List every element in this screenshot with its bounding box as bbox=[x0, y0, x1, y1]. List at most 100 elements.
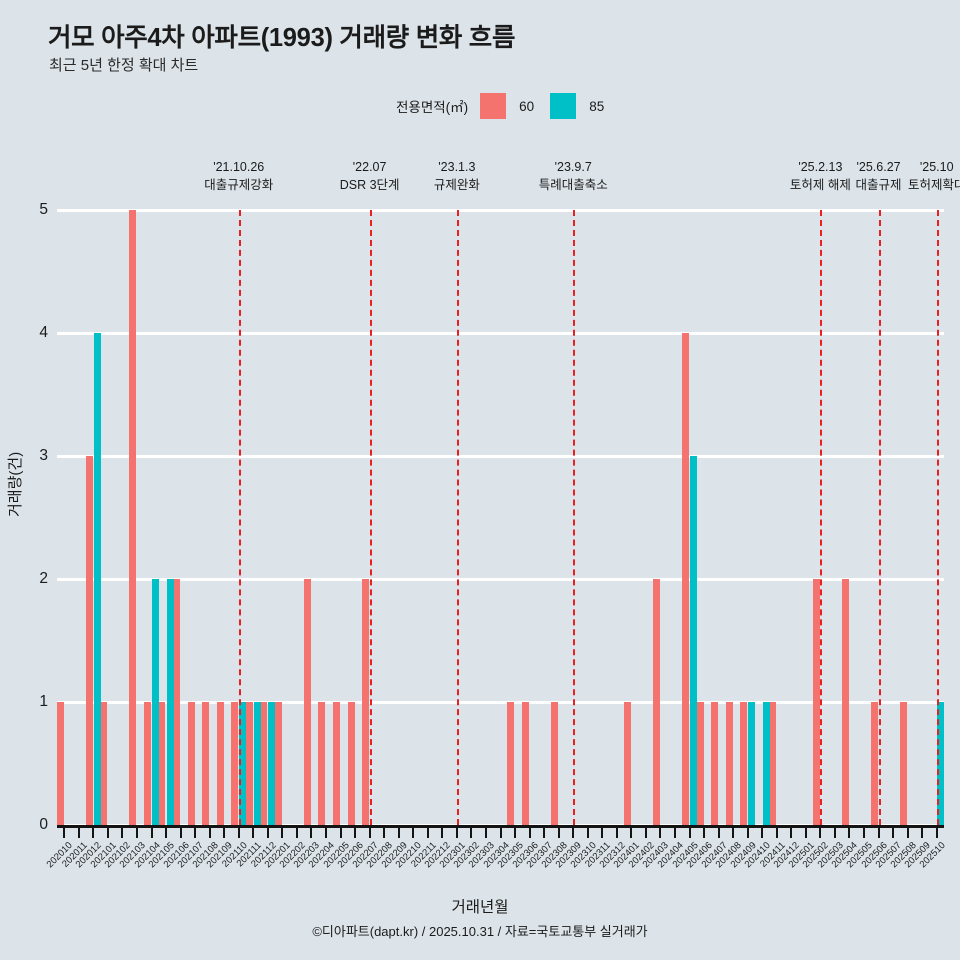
event-label-202309: '23.9.7 특례대출축소 bbox=[503, 158, 643, 194]
bar-60-202105[interactable] bbox=[158, 702, 166, 825]
x-tick bbox=[310, 825, 313, 838]
x-tick bbox=[717, 825, 720, 838]
x-tick bbox=[470, 825, 473, 838]
bar-60-202406[interactable] bbox=[696, 702, 704, 825]
bar-60-202502[interactable] bbox=[812, 579, 820, 825]
legend-label-85: 85 bbox=[589, 98, 605, 114]
gridline bbox=[57, 700, 944, 704]
x-tick bbox=[339, 825, 342, 838]
bar-60-202401[interactable] bbox=[623, 702, 631, 825]
event-line-202301 bbox=[456, 210, 459, 825]
bar-60-202108[interactable] bbox=[202, 702, 210, 825]
bar-60-202405[interactable] bbox=[681, 333, 689, 825]
bar-85-202012[interactable] bbox=[93, 333, 101, 825]
event-label-202301: '23.1.3 규제완화 bbox=[387, 158, 527, 194]
bar-60-202103[interactable] bbox=[129, 210, 137, 825]
bar-85-202409[interactable] bbox=[748, 702, 756, 825]
x-tick bbox=[426, 825, 429, 838]
bar-60-202107[interactable] bbox=[187, 702, 195, 825]
x-tick bbox=[833, 825, 836, 838]
x-tick bbox=[892, 825, 895, 838]
bar-60-202101[interactable] bbox=[100, 702, 108, 825]
x-tick bbox=[906, 825, 909, 838]
bar-60-202508[interactable] bbox=[900, 702, 908, 825]
bar-85-202112[interactable] bbox=[268, 702, 276, 825]
bar-85-202110[interactable] bbox=[239, 702, 247, 825]
bar-60-202201[interactable] bbox=[274, 702, 282, 825]
x-tick bbox=[455, 825, 458, 838]
x-tick bbox=[106, 825, 109, 838]
x-tick bbox=[935, 825, 938, 838]
event-label-202510: '25.10 토허제확대 bbox=[867, 158, 960, 194]
bar-60-202111[interactable] bbox=[245, 702, 253, 825]
event-text: DSR 3단계 bbox=[339, 178, 400, 193]
bar-60-202306[interactable] bbox=[522, 702, 530, 825]
bar-60-202409[interactable] bbox=[740, 702, 748, 825]
x-tick bbox=[499, 825, 502, 838]
x-tick bbox=[514, 825, 517, 838]
bar-60-202205[interactable] bbox=[332, 702, 340, 825]
x-tick bbox=[383, 825, 386, 838]
bar-60-202407[interactable] bbox=[711, 702, 719, 825]
x-tick bbox=[644, 825, 647, 838]
bar-85-202111[interactable] bbox=[253, 702, 261, 825]
bar-60-202204[interactable] bbox=[318, 702, 326, 825]
event-date: '23.9.7 bbox=[554, 160, 592, 174]
bar-60-202104[interactable] bbox=[143, 702, 151, 825]
x-tick bbox=[121, 825, 124, 838]
x-tick bbox=[325, 825, 327, 838]
event-date: '22.07 bbox=[352, 160, 387, 174]
x-tick bbox=[208, 825, 211, 838]
bar-60-202408[interactable] bbox=[725, 702, 733, 825]
bar-85-202105[interactable] bbox=[166, 579, 174, 825]
x-tick bbox=[223, 825, 226, 838]
bar-60-202206[interactable] bbox=[347, 702, 355, 825]
x-tick bbox=[150, 825, 153, 838]
bar-60-202109[interactable] bbox=[216, 702, 224, 825]
bar-85-202104[interactable] bbox=[152, 579, 160, 825]
bar-60-202308[interactable] bbox=[551, 702, 559, 825]
x-tick bbox=[804, 825, 807, 838]
bar-60-202305[interactable] bbox=[507, 702, 515, 825]
x-tick bbox=[863, 825, 866, 838]
event-text: 대출규제 bbox=[855, 178, 902, 193]
event-text: 규제완화 bbox=[433, 178, 480, 193]
event-line-202309 bbox=[573, 210, 576, 825]
y-axis-tick-labels: 0 1 2 3 4 5 bbox=[0, 201, 48, 833]
bar-60-202203[interactable] bbox=[303, 579, 311, 825]
bar-85-202510[interactable] bbox=[937, 702, 945, 825]
x-tick bbox=[354, 825, 357, 838]
bar-60-202411[interactable] bbox=[769, 702, 777, 825]
event-line-202506 bbox=[878, 210, 881, 825]
x-tick bbox=[848, 825, 851, 838]
legend-item-85[interactable]: 85 bbox=[550, 93, 604, 119]
x-tick bbox=[295, 825, 298, 838]
event-date: '25.10 bbox=[919, 160, 954, 174]
x-tick bbox=[630, 825, 633, 838]
bar-60-202403[interactable] bbox=[652, 579, 660, 825]
bar-60-202106[interactable] bbox=[173, 579, 181, 825]
x-tick bbox=[921, 825, 924, 838]
bar-60-202506[interactable] bbox=[871, 702, 878, 825]
x-tick bbox=[281, 825, 284, 838]
event-date: '21.10.26 bbox=[213, 160, 265, 174]
bar-85-202405[interactable] bbox=[690, 456, 698, 825]
legend-item-60[interactable]: 60 bbox=[480, 93, 534, 119]
bar-60-202112[interactable] bbox=[260, 702, 268, 825]
bar-60-202010[interactable] bbox=[56, 702, 64, 825]
x-tick bbox=[92, 825, 95, 838]
gridline bbox=[57, 331, 944, 335]
bar-60-202110[interactable] bbox=[231, 702, 239, 825]
legend-swatch-60 bbox=[480, 93, 507, 119]
bar-85-202410[interactable] bbox=[762, 702, 770, 825]
chart-legend: 전용면적(㎡) 60 85 bbox=[396, 93, 620, 119]
x-tick bbox=[673, 825, 676, 838]
event-text: 특례대출축소 bbox=[538, 178, 608, 193]
bar-60-202207[interactable] bbox=[362, 579, 370, 825]
y-tick-label: 0 bbox=[39, 816, 48, 833]
bar-60-202012[interactable] bbox=[85, 456, 93, 825]
bar-60-202504[interactable] bbox=[841, 579, 849, 825]
plot-area bbox=[56, 208, 945, 827]
gridline bbox=[57, 577, 944, 581]
x-tick bbox=[412, 825, 415, 838]
